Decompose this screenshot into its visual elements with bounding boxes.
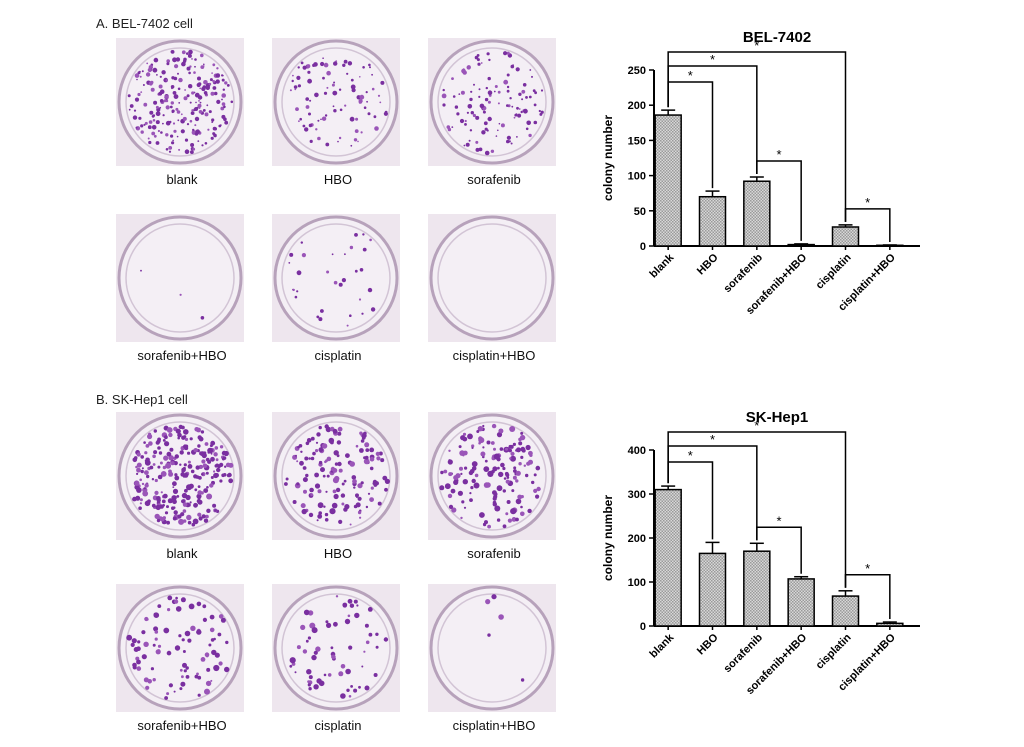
dish-label: sorafenib xyxy=(467,546,521,561)
x-tick-label: HBO xyxy=(695,631,721,657)
panel-b-title: B. SK-Hep1 cell xyxy=(96,392,188,407)
culture-dish-image xyxy=(272,214,400,342)
y-tick-label: 100 xyxy=(628,171,646,183)
significance-label: * xyxy=(865,561,870,576)
culture-dish-image xyxy=(272,584,400,712)
culture-dish-image xyxy=(272,38,400,166)
culture-dish-image xyxy=(116,214,244,342)
bar xyxy=(787,578,815,627)
significance-label: * xyxy=(710,432,715,447)
skhep1-bar-chart: SK-Hep1 0 100 200 300 400 colony number blank HB… xyxy=(601,409,920,697)
culture-dish-image xyxy=(428,38,556,166)
dish-label: cisplatin+HBO xyxy=(452,718,536,733)
culture-dish-image xyxy=(428,412,556,540)
y-tick-label: 100 xyxy=(628,577,646,589)
bar xyxy=(743,180,771,247)
significance-bracket xyxy=(756,526,802,574)
y-tick-label: 400 xyxy=(628,445,646,457)
bar xyxy=(876,622,904,627)
panel-a-title: A. BEL-7402 cell xyxy=(96,16,193,31)
x-tick-label: blank xyxy=(647,631,676,660)
significance-bracket xyxy=(844,208,891,242)
dish-label: HBO xyxy=(323,546,353,561)
y-axis-label: colony number xyxy=(601,115,615,201)
dish-label: cisplatin+HBO xyxy=(452,348,536,363)
significance-label: * xyxy=(688,68,693,83)
y-tick-label: 50 xyxy=(634,206,646,218)
dish-label: blank xyxy=(166,172,198,187)
bar xyxy=(654,114,682,247)
x-tick-label: HBO xyxy=(695,251,721,277)
bel7402-bar-chart: BEL-7402 0 50 100 150 200 250 colony number blan… xyxy=(601,29,920,317)
significance-bracket xyxy=(844,574,891,620)
bar xyxy=(831,595,860,627)
bar xyxy=(698,195,727,247)
dish-label: sorafenib+HBO xyxy=(137,718,227,733)
chart-title: BEL-7402 xyxy=(743,29,811,46)
dish-label: blank xyxy=(166,546,198,561)
x-tick-label: sorafenib xyxy=(721,631,765,675)
dish-label: HBO xyxy=(323,172,353,187)
culture-dish-image xyxy=(428,214,556,342)
bar xyxy=(698,552,727,627)
bar xyxy=(787,243,815,247)
y-tick-label: 0 xyxy=(640,241,646,253)
significance-label: * xyxy=(688,448,693,463)
culture-dish-image xyxy=(116,412,244,540)
significance-bracket xyxy=(667,51,847,222)
bar xyxy=(654,488,682,627)
x-tick-label: sorafenib xyxy=(721,251,765,295)
bar xyxy=(831,226,860,247)
significance-label: * xyxy=(754,418,759,433)
bar xyxy=(743,550,771,627)
culture-dish-image xyxy=(116,38,244,166)
dish-label: cisplatin xyxy=(314,718,362,733)
significance-bracket xyxy=(756,160,802,241)
chart-title: SK-Hep1 xyxy=(746,409,809,426)
culture-dish-image xyxy=(116,584,244,712)
y-axis-label: colony number xyxy=(601,495,615,581)
x-tick-label: blank xyxy=(647,251,676,280)
significance-bracket xyxy=(667,431,847,588)
dish-label: cisplatin xyxy=(314,348,362,363)
x-tick-label: cisplatin xyxy=(814,251,854,291)
dish-label: sorafenib+HBO xyxy=(137,348,227,363)
significance-label: * xyxy=(865,195,870,210)
y-tick-label: 300 xyxy=(628,489,646,501)
y-tick-label: 0 xyxy=(640,621,646,633)
culture-dish-image xyxy=(428,584,556,712)
x-tick-label: cisplatin xyxy=(814,631,854,671)
y-tick-label: 150 xyxy=(628,135,646,147)
y-tick-label: 200 xyxy=(628,100,646,112)
significance-label: * xyxy=(776,147,781,162)
y-tick-label: 250 xyxy=(628,65,646,77)
significance-label: * xyxy=(710,52,715,67)
significance-label: * xyxy=(754,38,759,53)
culture-dish-image xyxy=(272,412,400,540)
significance-label: * xyxy=(776,513,781,528)
y-tick-label: 200 xyxy=(628,533,646,545)
dish-label: sorafenib xyxy=(467,172,521,187)
